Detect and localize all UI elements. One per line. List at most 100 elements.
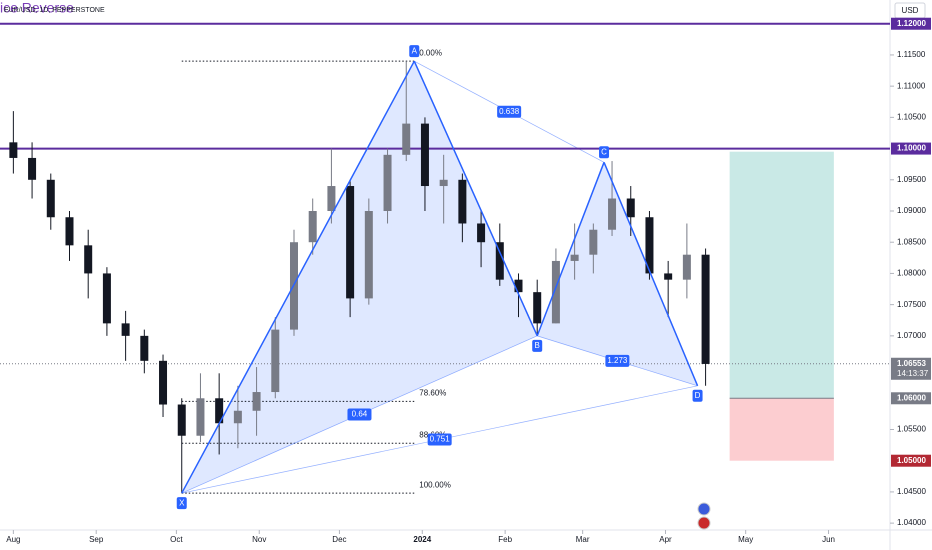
event-icon[interactable] (697, 516, 711, 530)
ratio-label: 0.638 (499, 107, 520, 116)
candle-body (65, 217, 74, 246)
pattern-leg (603, 162, 699, 387)
hline-tag: 1.12000 (897, 19, 926, 28)
candle-body (159, 360, 168, 405)
candle-body (28, 157, 37, 180)
ratio-label: 1.273 (607, 356, 628, 365)
ratio-label: 0.751 (430, 435, 451, 444)
candle-body (645, 217, 654, 274)
x-tick-label: Oct (170, 535, 183, 544)
y-tick-label: 1.09000 (897, 206, 926, 215)
candle-body (327, 186, 336, 212)
candle-body (215, 398, 224, 424)
candle-body (9, 142, 18, 158)
event-icon[interactable] (697, 502, 711, 516)
ratio-box (347, 408, 372, 421)
pattern-leg (536, 162, 605, 337)
candle-body (402, 123, 411, 155)
candle-body (346, 186, 355, 299)
point-box (409, 45, 420, 58)
indicator-title: Price Reverse (0, 0, 74, 16)
ratio-box (605, 354, 630, 367)
fib-label: 0.00% (419, 48, 442, 57)
y-tick-label: 1.04000 (897, 518, 926, 527)
y-tick-label: 1.09500 (897, 175, 926, 184)
candle-body (439, 179, 448, 187)
hline-tag-box (891, 142, 931, 155)
fib-label: 78.60% (419, 389, 446, 398)
pattern-fill (537, 162, 698, 386)
point-box (599, 146, 610, 159)
candle-body (570, 254, 579, 261)
candle-body (140, 335, 149, 361)
candle-body (682, 254, 691, 280)
stop-tag: 1.05000 (897, 456, 926, 465)
candle-body (121, 323, 130, 336)
candle-body (495, 242, 504, 280)
candle-body (271, 329, 280, 393)
stop-tag-box (891, 454, 931, 467)
y-tick-label: 1.08500 (897, 237, 926, 246)
ratio-label: 0.64 (352, 410, 368, 419)
x-tick-label: Dec (332, 535, 346, 544)
point-box (532, 339, 543, 352)
y-tick-label: 1.07500 (897, 300, 926, 309)
candle-body (701, 254, 710, 364)
candle-body (308, 211, 317, 243)
candle-body (233, 410, 242, 424)
ratio-box (497, 105, 522, 118)
last-price-tag: 1.06553 (897, 359, 926, 368)
candle-body (514, 279, 523, 293)
last-price-tag-box (891, 357, 931, 380)
candle-body (608, 198, 617, 230)
point-box (176, 497, 187, 510)
candle-body (177, 404, 186, 436)
candle-body (364, 211, 373, 299)
pattern-leg (413, 60, 538, 337)
pattern-fill (181, 61, 538, 494)
candle-body (46, 179, 55, 218)
candle-body (458, 179, 467, 224)
x-tick-label: Apr (659, 535, 672, 544)
currency: USD (902, 6, 919, 15)
point-label: D (695, 391, 701, 400)
x-tick-label: Nov (252, 535, 266, 544)
candle-body (84, 245, 93, 274)
x-tick-label: Mar (576, 535, 590, 544)
candle-body (664, 273, 673, 280)
y-tick-label: 1.10500 (897, 112, 926, 121)
ratio-box (427, 433, 452, 446)
hline-tag: 1.10000 (897, 144, 926, 153)
symbol-title: EUR/USD, 1D, PEPPERSTONE (4, 7, 105, 14)
x-tick-label: Sep (89, 535, 104, 544)
x-tick-label: Jun (822, 535, 835, 544)
y-tick-label: 1.11000 (897, 81, 926, 90)
entry-tag-box (891, 392, 931, 405)
fib-label: 100.00% (419, 480, 451, 489)
y-tick-label: 1.07000 (897, 331, 926, 340)
x-tick-label: Feb (498, 535, 512, 544)
profit-zone (729, 151, 834, 399)
pattern-leg (181, 60, 415, 494)
candle-body (533, 292, 542, 324)
candle-body (420, 123, 429, 187)
candle-body (196, 398, 205, 436)
hline-tag-box (891, 17, 931, 30)
y-tick-label: 1.08000 (897, 269, 926, 278)
entry-tag: 1.06000 (897, 393, 926, 402)
candle-body (477, 223, 486, 243)
x-tick-label: May (738, 535, 753, 544)
point-label: C (601, 147, 607, 156)
point-label: A (412, 46, 418, 55)
candle-body (102, 273, 111, 324)
candle-body (551, 260, 560, 324)
x-tick-label: Aug (6, 535, 20, 544)
countdown: 14:13:37 (897, 369, 929, 378)
y-tick-label: 1.04500 (897, 487, 926, 496)
candle-body (626, 198, 635, 218)
candle-body (589, 229, 598, 255)
candle-body (252, 392, 261, 411)
x-tick-label: 2024 (413, 535, 431, 544)
